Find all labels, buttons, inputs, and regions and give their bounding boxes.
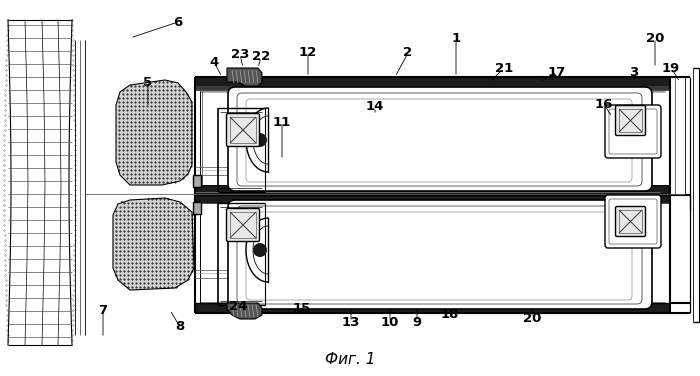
Text: 17: 17 — [548, 65, 566, 79]
Polygon shape — [227, 68, 262, 86]
Text: 21: 21 — [495, 62, 513, 74]
FancyBboxPatch shape — [246, 212, 632, 300]
Text: 3: 3 — [629, 65, 638, 79]
Text: 14: 14 — [366, 100, 384, 114]
FancyBboxPatch shape — [227, 209, 260, 241]
Bar — [230, 212, 256, 238]
Bar — [195, 303, 670, 313]
Text: 5: 5 — [144, 76, 153, 88]
FancyBboxPatch shape — [609, 199, 657, 244]
Bar — [193, 202, 201, 214]
Text: 4: 4 — [209, 56, 218, 68]
FancyBboxPatch shape — [605, 195, 661, 248]
Text: 16: 16 — [595, 97, 613, 111]
Text: 7: 7 — [99, 303, 108, 317]
Text: 11: 11 — [273, 115, 291, 129]
Text: 24: 24 — [229, 300, 247, 314]
Bar — [619, 109, 642, 132]
Bar — [195, 86, 670, 90]
Text: 19: 19 — [662, 62, 680, 74]
Text: 20: 20 — [646, 32, 664, 44]
Bar — [619, 210, 642, 233]
FancyBboxPatch shape — [246, 99, 632, 182]
Text: 22: 22 — [252, 50, 270, 64]
Bar — [230, 117, 256, 143]
Polygon shape — [116, 80, 192, 185]
FancyBboxPatch shape — [237, 206, 642, 304]
Text: 8: 8 — [176, 320, 185, 334]
Text: 13: 13 — [342, 315, 360, 329]
Text: 12: 12 — [299, 47, 317, 59]
Bar — [195, 77, 670, 86]
Text: Фиг. 1: Фиг. 1 — [325, 353, 375, 367]
Bar — [193, 175, 201, 187]
Circle shape — [253, 243, 267, 257]
Bar — [195, 185, 670, 194]
Text: 9: 9 — [412, 315, 421, 329]
FancyBboxPatch shape — [615, 206, 645, 237]
Polygon shape — [113, 198, 194, 290]
Text: 2: 2 — [403, 47, 412, 59]
FancyBboxPatch shape — [227, 114, 260, 147]
FancyBboxPatch shape — [237, 93, 642, 186]
Text: 23: 23 — [231, 47, 249, 61]
Text: 20: 20 — [523, 311, 541, 324]
Text: 1: 1 — [452, 32, 461, 44]
Polygon shape — [227, 303, 262, 319]
Bar — [195, 195, 670, 203]
FancyBboxPatch shape — [605, 105, 661, 158]
FancyBboxPatch shape — [228, 200, 652, 309]
FancyBboxPatch shape — [615, 106, 645, 135]
Circle shape — [253, 133, 267, 147]
FancyBboxPatch shape — [228, 87, 652, 191]
Text: 18: 18 — [441, 308, 459, 320]
Text: 6: 6 — [174, 15, 183, 29]
Text: 10: 10 — [381, 315, 399, 329]
FancyBboxPatch shape — [609, 109, 657, 154]
Text: 15: 15 — [293, 302, 311, 314]
